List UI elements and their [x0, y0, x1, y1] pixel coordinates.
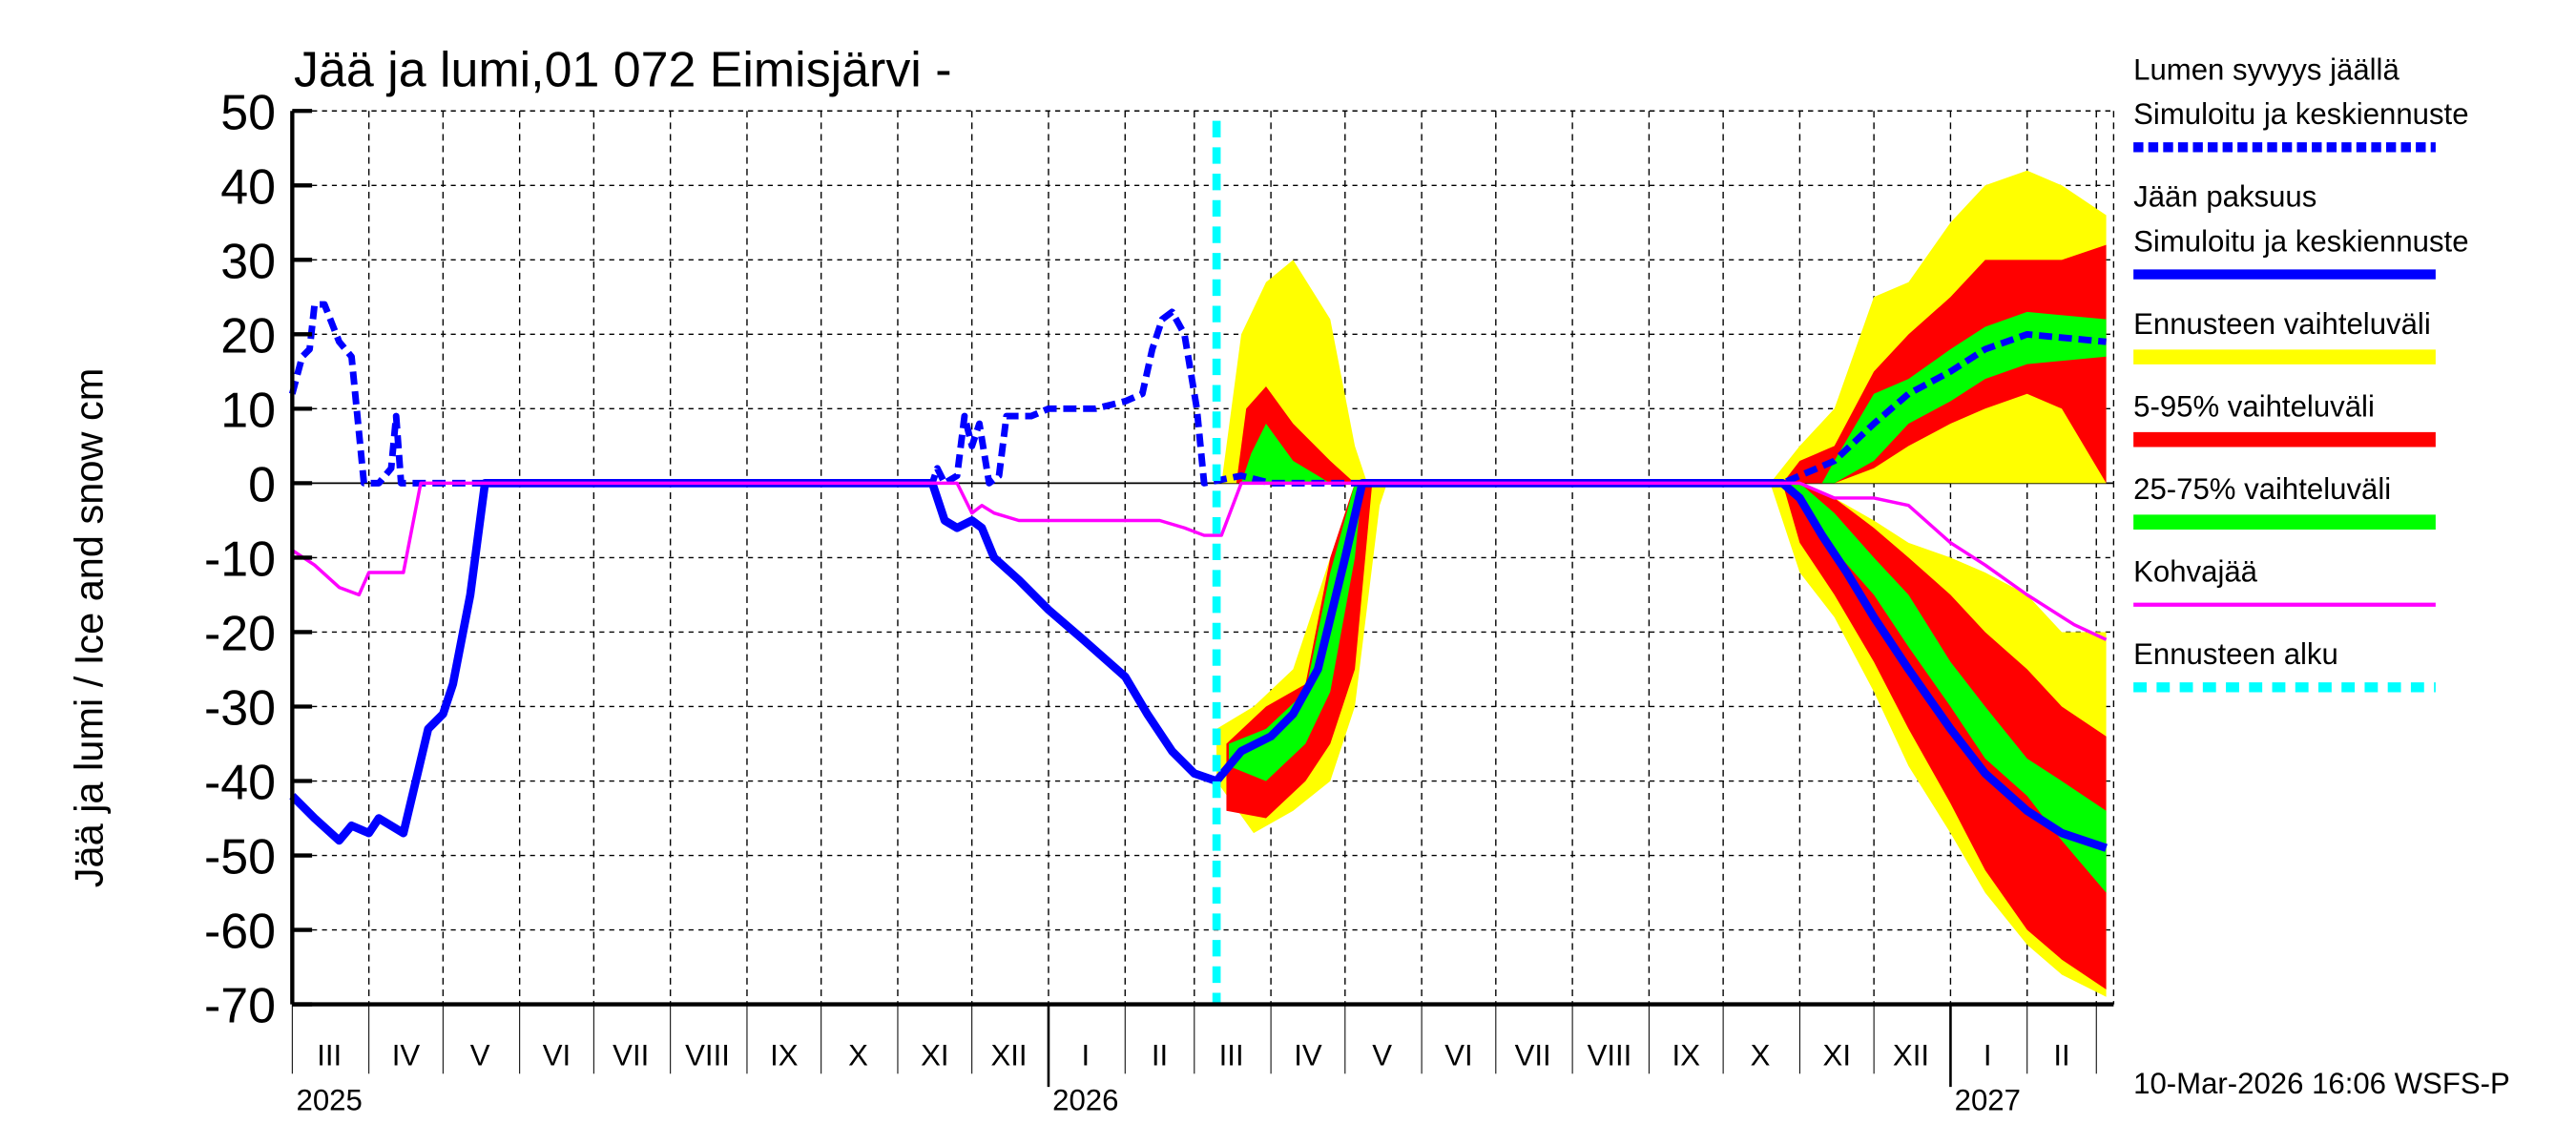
x-month-label: I — [1081, 1039, 1090, 1072]
series-kohva — [291, 481, 2108, 641]
x-month-label: I — [1984, 1039, 1992, 1072]
x-month-label: III — [1219, 1039, 1244, 1072]
x-month-label: IX — [770, 1039, 799, 1072]
timestamp: 10-Mar-2026 16:06 WSFS-P — [2133, 1067, 2510, 1100]
x-year-label: 2026 — [1052, 1083, 1118, 1116]
legend-label: Simuloitu ja keskiennuste — [2133, 224, 2468, 258]
x-month-label: VI — [1444, 1039, 1472, 1072]
x-month-label: IV — [1294, 1039, 1322, 1072]
x-month-label: XI — [921, 1039, 948, 1072]
x-month-label: II — [1152, 1039, 1168, 1072]
legend-label: 25-75% vaihteluväli — [2133, 472, 2391, 506]
legend-label: Kohvajää — [2133, 555, 2258, 589]
series-ice — [289, 479, 2108, 852]
x-month-label: XII — [1893, 1039, 1929, 1072]
x-month-label: X — [1751, 1039, 1771, 1072]
chart-title: Jää ja lumi,01 072 Eimisjärvi - — [294, 42, 951, 97]
y-tick-label: -30 — [204, 681, 276, 737]
legend-label: Ennusteen vaihteluväli — [2133, 307, 2431, 341]
y-tick-label: 40 — [220, 159, 276, 215]
y-tick-label: -50 — [204, 830, 276, 885]
y-tick-label: -60 — [204, 905, 276, 960]
series-lines — [289, 120, 2108, 1005]
legend-label: Ennusteen alku — [2133, 637, 2338, 671]
legend-label: Simuloitu ja keskiennuste — [2133, 97, 2468, 131]
band-p25_75 — [1241, 424, 1331, 484]
x-month-label: V — [1372, 1039, 1392, 1072]
legend: Lumen syvyys jäällä Simuloitu ja keskienn… — [2133, 52, 2469, 693]
x-month-label: VI — [543, 1039, 571, 1072]
y-tick-label: 50 — [220, 85, 276, 140]
x-year-label: 2027 — [1955, 1083, 2021, 1116]
band-p25_75 — [1821, 311, 2107, 484]
y-tick-label: 30 — [220, 234, 276, 289]
x-month-label: IX — [1672, 1039, 1701, 1072]
y-tick-label: -20 — [204, 606, 276, 661]
y-tick-label: 20 — [220, 308, 276, 364]
x-month-label: XII — [990, 1039, 1027, 1072]
x-month-label: VIII — [1588, 1039, 1632, 1072]
y-tick-label: -70 — [204, 979, 276, 1034]
legend-label: 5-95% vaihteluväli — [2133, 389, 2375, 423]
x-month-label: IV — [392, 1039, 421, 1072]
legend-label: Jään paksuus — [2133, 180, 2316, 214]
x-month-label: III — [317, 1039, 342, 1072]
band-p5_95 — [1782, 483, 2107, 990]
y-tick-label: -10 — [204, 531, 276, 587]
y-axis-label: Jää ja lumi / Ice and snow cm — [66, 368, 111, 888]
x-month-label: VII — [613, 1039, 649, 1072]
y-tick-label: 10 — [220, 383, 276, 438]
x-month-label: V — [470, 1039, 490, 1072]
x-month-label: X — [848, 1039, 868, 1072]
x-month-label: XI — [1823, 1039, 1851, 1072]
band-p25_75 — [1789, 483, 2107, 893]
x-month-label: VII — [1515, 1039, 1551, 1072]
x-year-label: 2025 — [297, 1083, 363, 1116]
series-snow — [289, 301, 2107, 487]
x-month-label: II — [2053, 1039, 2069, 1072]
x-month-label: VIII — [685, 1039, 730, 1072]
bands — [1216, 170, 2107, 997]
y-tick-label: -40 — [204, 756, 276, 811]
y-tick-label: 0 — [248, 457, 276, 512]
legend-label: Lumen syvyys jäällä — [2133, 52, 2399, 86]
